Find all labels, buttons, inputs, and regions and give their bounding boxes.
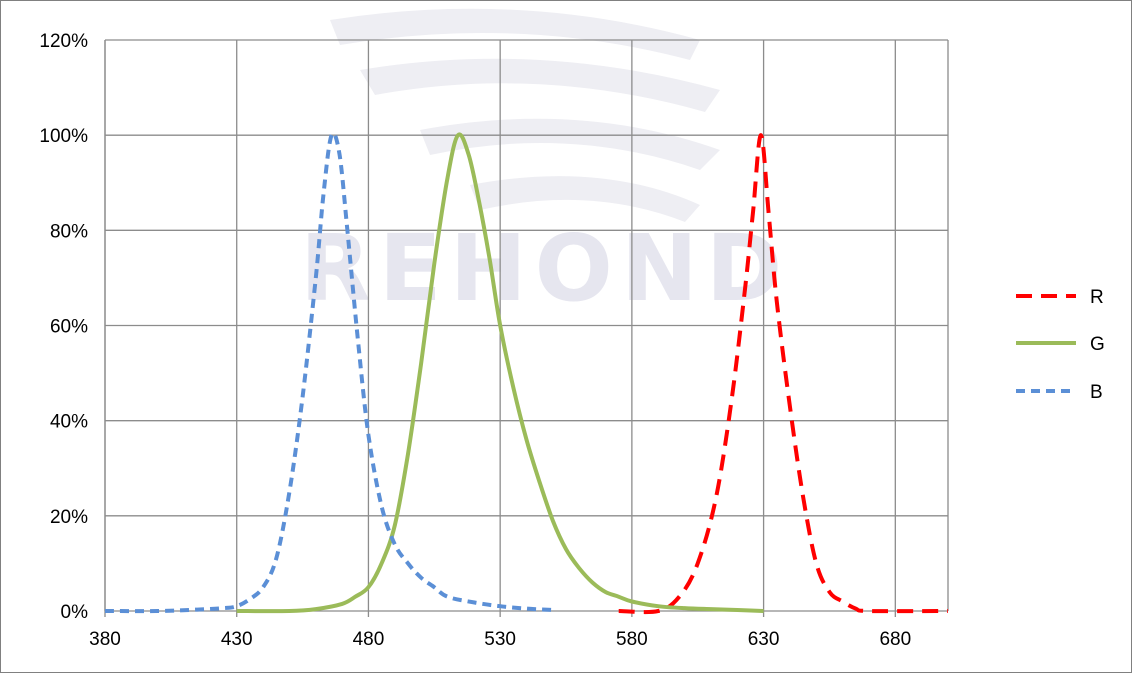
y-tick-label: 20% <box>50 507 88 528</box>
x-tick-label: 580 <box>616 629 648 650</box>
x-tick-label: 630 <box>748 629 780 650</box>
y-tick-label: 120% <box>39 31 88 52</box>
legend-label-b: B <box>1090 382 1103 403</box>
watermark-logo: REHOND <box>300 8 790 322</box>
y-tick-label: 80% <box>50 221 88 242</box>
series-line-b <box>104 131 553 614</box>
legend-label-g: G <box>1090 334 1105 355</box>
series-line-r <box>618 133 949 615</box>
series-line-g <box>236 132 764 614</box>
x-tick-label: 530 <box>484 629 516 650</box>
legend: R G B <box>1016 287 1105 403</box>
axis-tick-labels: 0% 20% 40% 60% 80% 100% 120% 380 430 480 530 580 630… <box>39 31 911 650</box>
x-tick-label: 480 <box>353 629 385 650</box>
legend-label-r: R <box>1090 287 1104 308</box>
x-tick-label: 380 <box>89 629 121 650</box>
y-tick-label: 60% <box>50 317 88 338</box>
watermark-text: REHOND <box>300 215 790 322</box>
y-tick-label: 0% <box>61 602 89 623</box>
grid <box>104 39 949 617</box>
y-tick-label: 40% <box>50 412 88 433</box>
y-tick-label: 100% <box>39 126 88 147</box>
x-tick-label: 680 <box>879 629 911 650</box>
series-lines <box>104 131 949 615</box>
x-tick-label: 430 <box>221 629 253 650</box>
